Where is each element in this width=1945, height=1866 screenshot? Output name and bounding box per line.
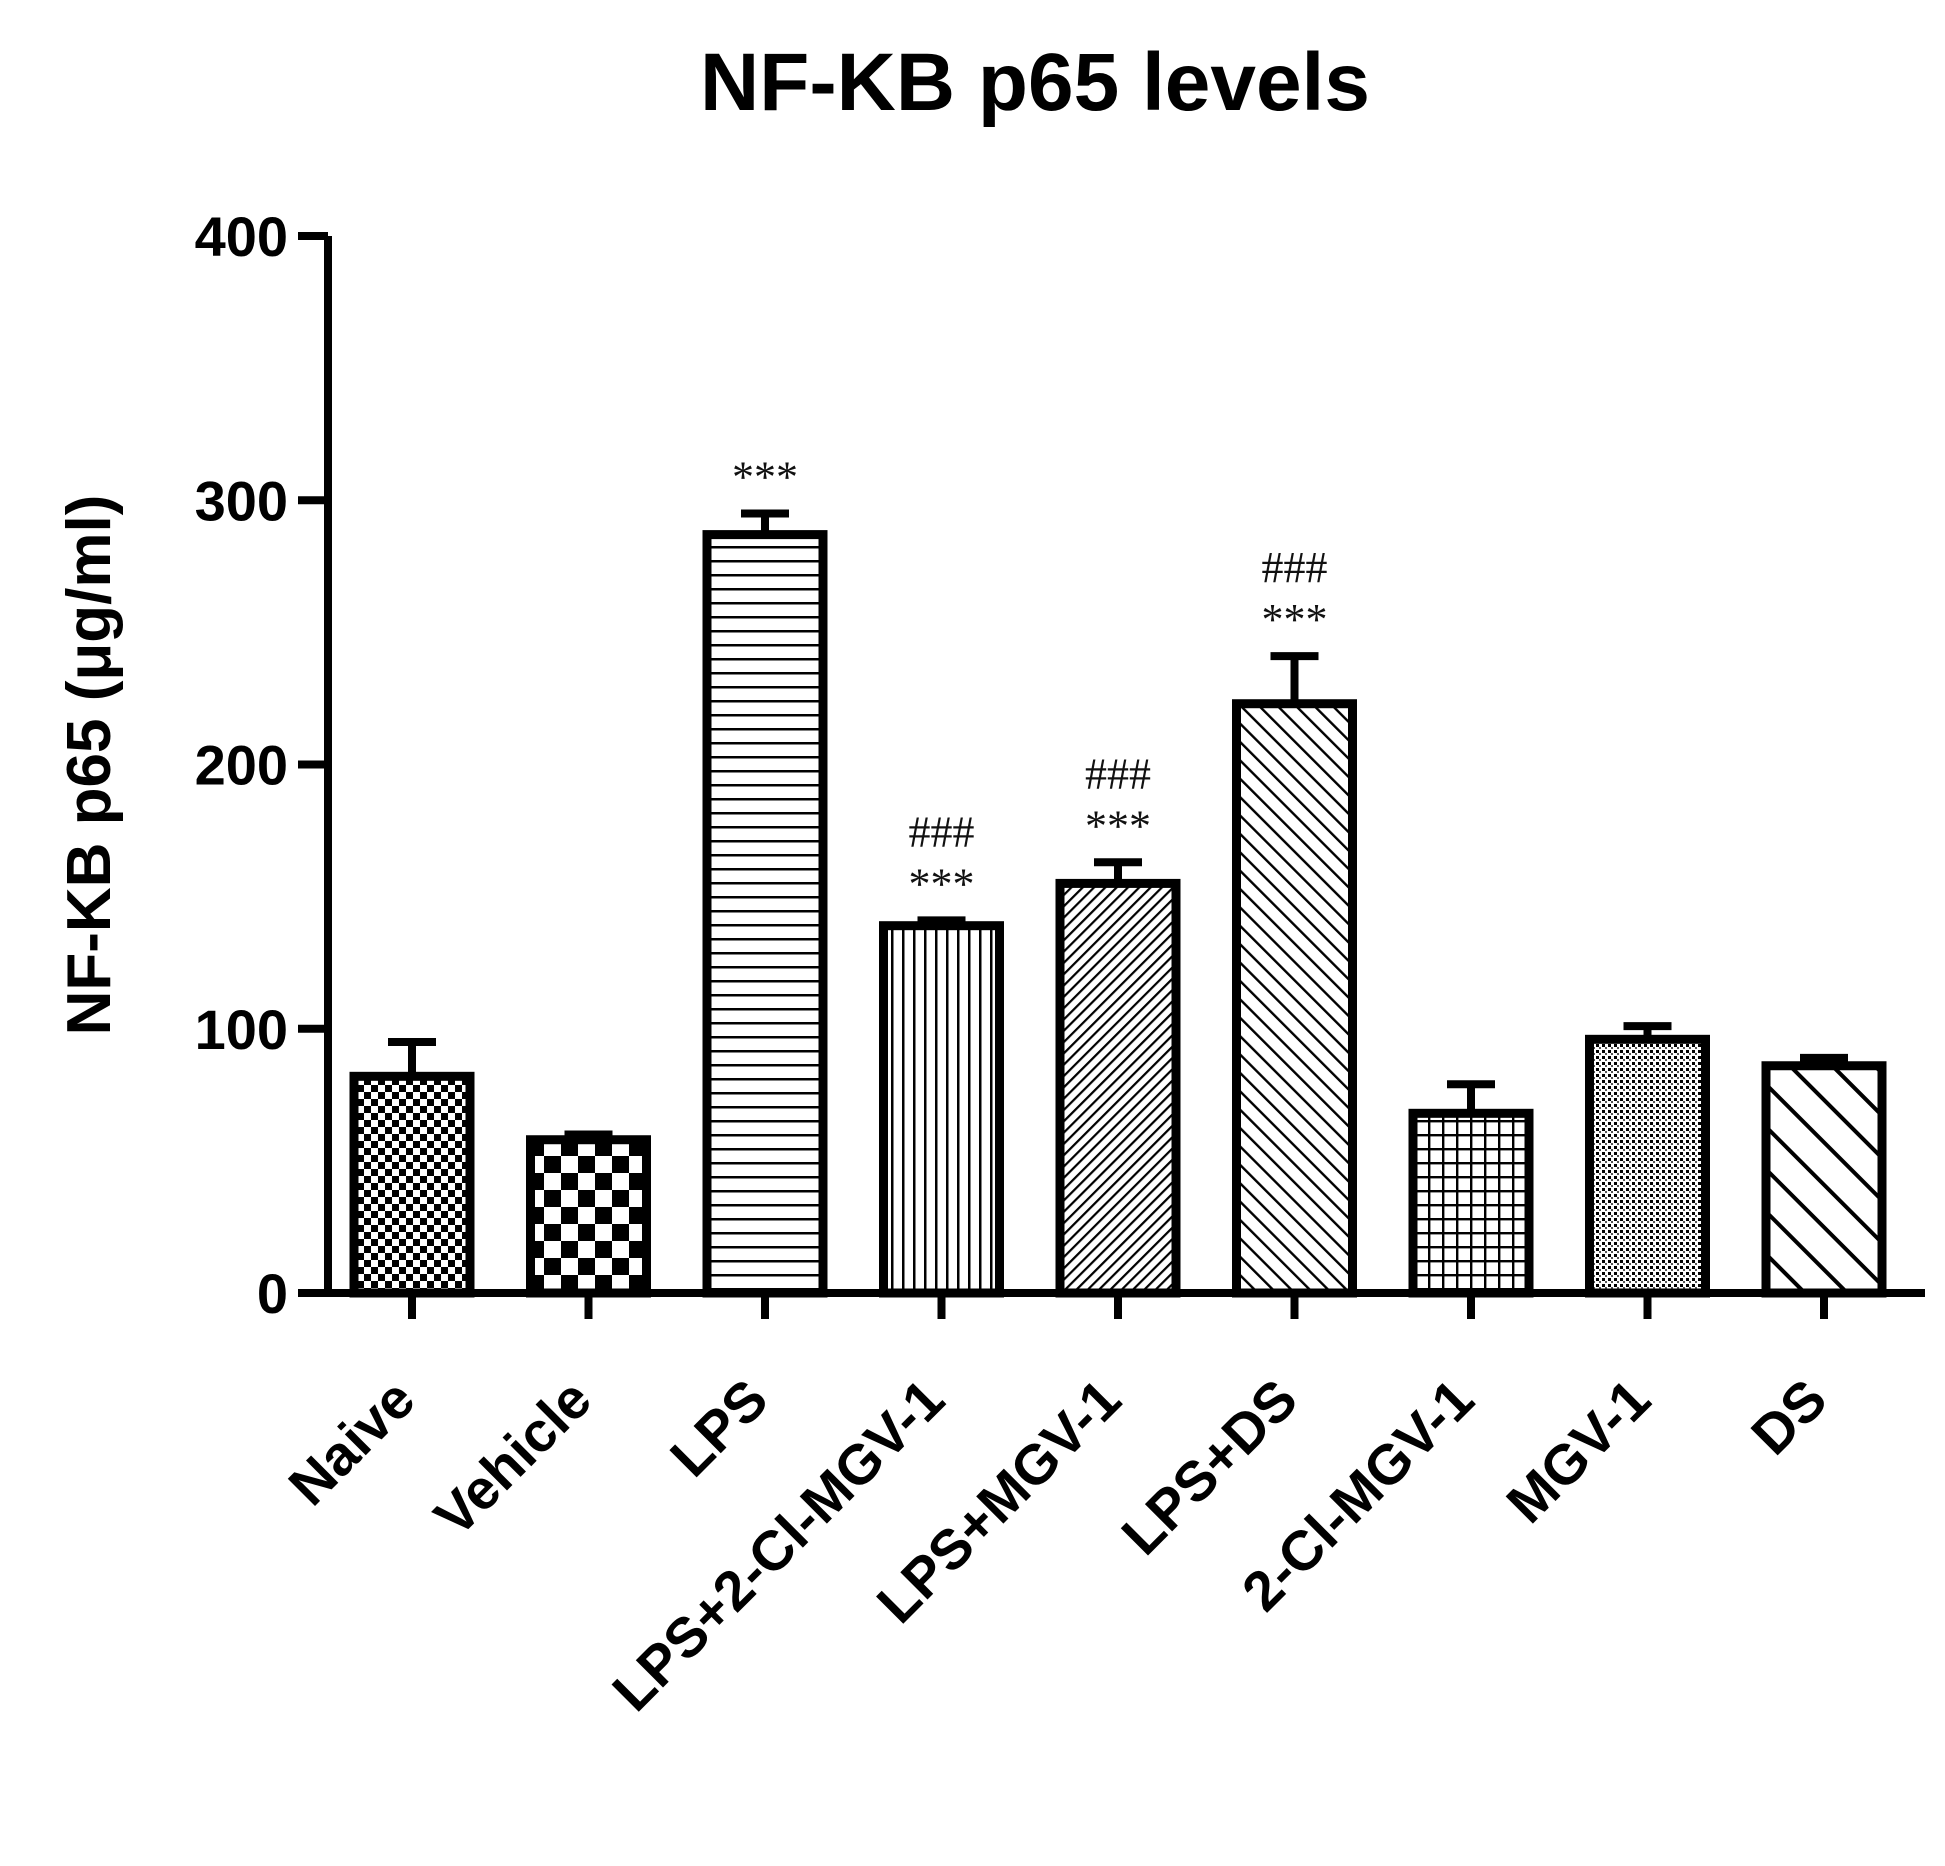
bar [349,1071,475,1298]
bar [1408,1108,1534,1298]
y-tick-label: 200 [195,734,288,797]
bar [1585,1034,1710,1298]
x-tick-label: LPS [658,1367,780,1489]
significance-hash: ### [909,807,975,856]
bar [1055,878,1181,1298]
significance-hash: ### [1085,749,1151,798]
significance-star: *** [1262,595,1328,644]
y-tick-label: 0 [257,1262,288,1325]
y-axis-label: NF-ΚB p65 (μg/ml) [55,495,124,1036]
y-tick-label: 100 [195,998,288,1061]
significance-star: *** [909,859,975,908]
bar [1761,1061,1887,1298]
x-tick-label: Naive [276,1367,426,1517]
significance-star: *** [1085,801,1151,850]
x-tick-label: LPS+2-Cl-MGV-1 [600,1367,956,1723]
bars-layer [349,509,1887,1298]
x-tick-label: DS [1739,1367,1839,1467]
significance-hash: ### [1262,543,1328,592]
bar [526,1135,651,1298]
x-tick-label: Vehicle [422,1367,603,1548]
chart-title: NF-ΚB p65 levels [700,37,1370,128]
significance-star: *** [732,452,798,501]
y-tick-label: 300 [195,469,288,532]
bar [1232,699,1357,1298]
y-tick-label: 400 [195,205,288,268]
bar [879,921,1004,1298]
x-tick-label: MGV-1 [1494,1367,1662,1535]
bar [702,530,828,1298]
